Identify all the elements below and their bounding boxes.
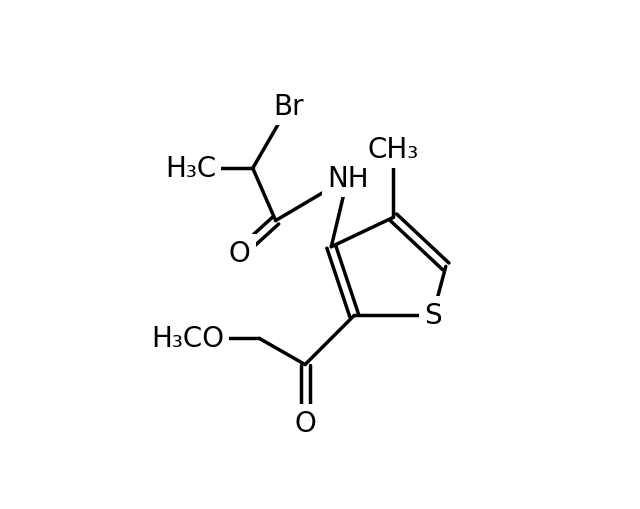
Text: S: S bbox=[424, 302, 442, 330]
Text: O: O bbox=[294, 410, 316, 438]
Text: CH₃: CH₃ bbox=[368, 135, 419, 163]
Text: NH: NH bbox=[327, 165, 369, 192]
Text: H₃C: H₃C bbox=[165, 155, 216, 183]
Text: O: O bbox=[228, 240, 250, 268]
Text: Br: Br bbox=[273, 93, 304, 121]
Text: H₃CO: H₃CO bbox=[151, 325, 224, 353]
